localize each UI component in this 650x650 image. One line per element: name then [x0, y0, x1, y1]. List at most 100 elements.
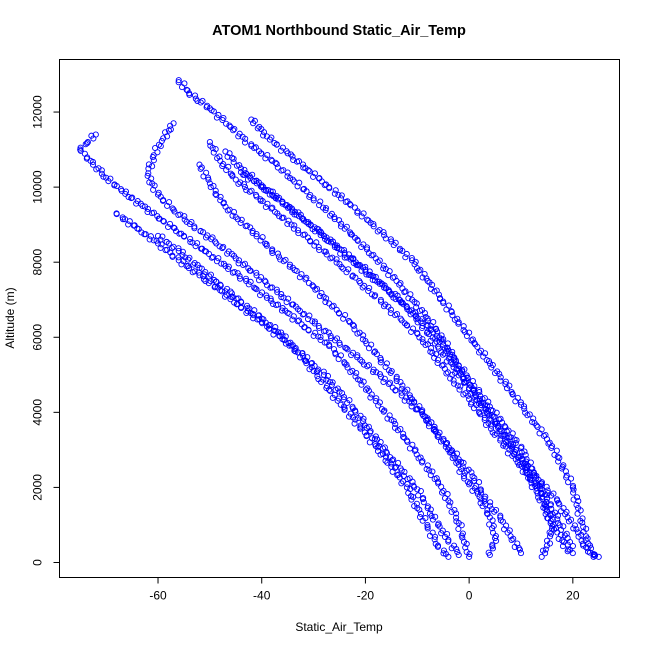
data-point	[468, 469, 475, 476]
data-point	[253, 233, 260, 240]
data-point	[313, 239, 320, 246]
data-point	[504, 529, 511, 536]
data-point	[303, 357, 310, 365]
data-point	[394, 427, 401, 434]
data-point	[268, 156, 275, 163]
data-point	[403, 484, 410, 491]
data-point	[298, 271, 305, 278]
data-point	[443, 306, 450, 313]
x-tick-label: 20	[566, 589, 580, 603]
data-point	[479, 395, 486, 402]
data-point	[198, 164, 205, 171]
data-point	[458, 368, 466, 375]
data-point	[264, 152, 271, 159]
data-point	[484, 507, 491, 514]
data-point	[263, 294, 270, 301]
data-point	[459, 463, 466, 470]
data-point	[249, 310, 256, 317]
data-point	[254, 125, 261, 132]
data-point	[367, 219, 374, 226]
data-point	[377, 451, 384, 458]
data-point	[274, 250, 281, 257]
data-point	[346, 200, 353, 208]
data-point	[165, 240, 172, 247]
data-point	[559, 543, 567, 550]
data-point	[443, 358, 450, 365]
data-point	[278, 167, 285, 174]
data-point	[475, 400, 483, 407]
data-point	[358, 213, 365, 220]
data-point	[380, 303, 388, 310]
data-point	[416, 334, 423, 341]
data-point	[560, 539, 567, 546]
data-point	[351, 420, 358, 427]
data-point	[77, 147, 84, 154]
data-point	[540, 432, 547, 439]
data-point	[342, 311, 349, 319]
data-point	[577, 517, 584, 524]
data-point	[371, 277, 379, 284]
data-point	[217, 282, 224, 289]
data-point	[383, 450, 390, 457]
data-point	[460, 323, 467, 330]
data-point	[395, 471, 402, 478]
data-point	[385, 272, 392, 279]
data-point	[337, 401, 344, 408]
data-point	[294, 306, 302, 313]
data-point	[377, 439, 384, 446]
data-point	[118, 187, 125, 194]
data-point	[341, 246, 348, 254]
data-point	[408, 254, 415, 262]
data-point	[575, 533, 582, 540]
data-point	[455, 551, 462, 559]
data-point	[188, 218, 195, 226]
data-point	[404, 306, 411, 313]
data-point	[270, 331, 277, 338]
data-point	[568, 475, 575, 482]
data-point	[419, 408, 426, 416]
data-point	[481, 498, 488, 505]
data-point	[354, 330, 361, 337]
data-point	[284, 169, 291, 176]
data-point	[570, 525, 577, 532]
data-point	[249, 229, 256, 237]
data-point	[420, 499, 427, 506]
data-point	[407, 394, 414, 401]
data-point	[519, 459, 526, 467]
data-point	[346, 413, 353, 420]
data-point	[509, 443, 516, 450]
data-point	[253, 230, 260, 238]
data-point	[279, 200, 286, 207]
data-point	[436, 523, 443, 530]
data-point	[487, 499, 494, 506]
data-point	[380, 229, 387, 236]
data-point	[537, 480, 544, 487]
data-point	[149, 210, 156, 217]
data-point	[376, 399, 383, 406]
data-point	[170, 243, 177, 250]
data-point	[389, 468, 396, 475]
data-point	[326, 378, 334, 385]
data-point	[146, 179, 153, 186]
data-point	[189, 239, 196, 246]
data-point	[220, 243, 227, 250]
data-point	[476, 409, 483, 416]
data-point	[466, 381, 473, 388]
data-point	[390, 242, 397, 249]
data-point	[238, 299, 245, 306]
data-point	[164, 202, 171, 209]
data-point	[141, 231, 148, 238]
data-point	[309, 282, 316, 289]
data-point	[554, 512, 561, 519]
data-point	[260, 132, 267, 139]
data-point	[381, 232, 388, 239]
data-point	[119, 216, 127, 223]
data-point	[417, 487, 424, 495]
data-point	[253, 269, 260, 276]
data-point	[554, 516, 561, 523]
x-tick-label: 0	[466, 589, 473, 603]
data-point	[352, 274, 359, 281]
data-point	[559, 537, 566, 544]
data-point	[389, 274, 396, 281]
data-point	[447, 448, 454, 455]
